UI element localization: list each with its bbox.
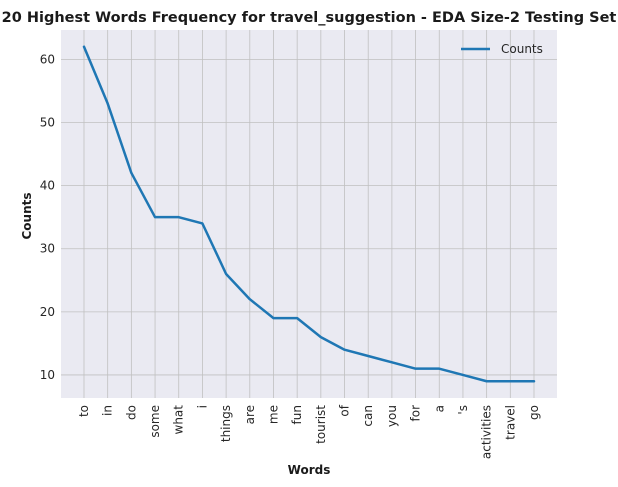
chart-title: 20 Highest Words Frequency for travel_su… bbox=[2, 10, 617, 26]
y-tick-label: 10 bbox=[40, 368, 55, 382]
x-tick-label: some bbox=[148, 405, 162, 438]
y-tick-label: 20 bbox=[40, 305, 55, 319]
y-tick-label: 30 bbox=[40, 242, 55, 256]
x-tick-label: tourist bbox=[314, 405, 328, 444]
x-tick-label: fun bbox=[290, 405, 304, 424]
series-line bbox=[82, 45, 536, 383]
x-tick-label: me bbox=[266, 405, 280, 424]
series-lines bbox=[82, 45, 536, 383]
x-tick-label: you bbox=[385, 405, 399, 427]
x-tick-label: things bbox=[219, 405, 233, 442]
x-tick-label: in bbox=[101, 405, 115, 416]
legend-label: Counts bbox=[501, 42, 543, 56]
x-tick-label: to bbox=[77, 405, 91, 417]
x-tick-label: for bbox=[409, 405, 423, 422]
x-tick-label: of bbox=[338, 404, 352, 416]
x-tick-label: activities bbox=[480, 405, 494, 459]
x-tick-label: a bbox=[432, 405, 446, 412]
y-axis: 10 20 30 40 50 60 bbox=[40, 52, 55, 382]
x-tick-label: are bbox=[243, 405, 257, 424]
y-axis-label: Counts bbox=[20, 192, 34, 239]
x-tick-label: do bbox=[124, 405, 138, 420]
grid bbox=[61, 30, 557, 398]
y-tick-label: 40 bbox=[40, 179, 55, 193]
x-axis: to in do some what i things are me fun tourist of ca… bbox=[77, 404, 541, 459]
legend: Counts bbox=[461, 42, 543, 56]
x-axis-label: Words bbox=[288, 463, 331, 477]
x-tick-label: i bbox=[195, 405, 209, 408]
x-tick-label: what bbox=[172, 405, 186, 435]
plot-area bbox=[61, 30, 557, 398]
y-tick-label: 50 bbox=[40, 115, 55, 129]
x-tick-label: can bbox=[361, 405, 375, 427]
x-tick-label: go bbox=[527, 405, 541, 420]
x-tick-label: travel bbox=[503, 405, 517, 440]
x-tick-label: 's bbox=[456, 405, 470, 415]
y-tick-label: 60 bbox=[40, 52, 55, 66]
